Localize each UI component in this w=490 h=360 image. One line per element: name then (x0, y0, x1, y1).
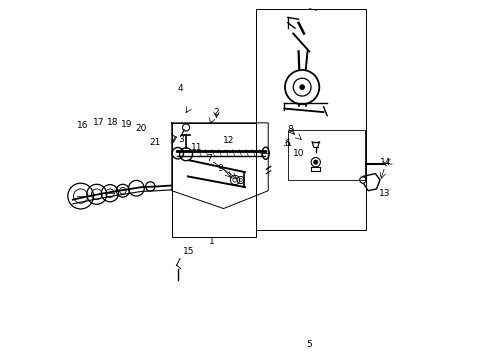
Text: 11: 11 (191, 143, 202, 152)
Text: 7: 7 (206, 154, 212, 163)
Text: 10: 10 (293, 149, 304, 158)
Text: 21: 21 (149, 138, 161, 147)
Text: 4: 4 (178, 84, 184, 93)
Text: 3: 3 (178, 135, 184, 144)
Text: 18: 18 (107, 118, 119, 127)
Text: 14: 14 (380, 158, 392, 167)
Text: 2: 2 (214, 108, 219, 117)
Bar (172, 123, 256, 237)
Text: 12: 12 (223, 136, 235, 145)
Bar (256, 9, 367, 230)
Text: 19: 19 (121, 120, 132, 129)
Text: 8: 8 (288, 126, 294, 135)
Bar (288, 130, 365, 180)
Text: 15: 15 (183, 247, 195, 256)
Circle shape (313, 159, 318, 165)
Circle shape (299, 84, 305, 90)
Text: 1: 1 (209, 237, 215, 246)
Text: 6: 6 (284, 139, 290, 148)
Text: 20: 20 (135, 124, 147, 133)
Text: 17: 17 (93, 118, 104, 127)
Text: 13: 13 (379, 189, 391, 198)
Text: 16: 16 (77, 121, 88, 130)
Text: 5: 5 (306, 340, 312, 349)
Text: 9: 9 (217, 164, 223, 173)
